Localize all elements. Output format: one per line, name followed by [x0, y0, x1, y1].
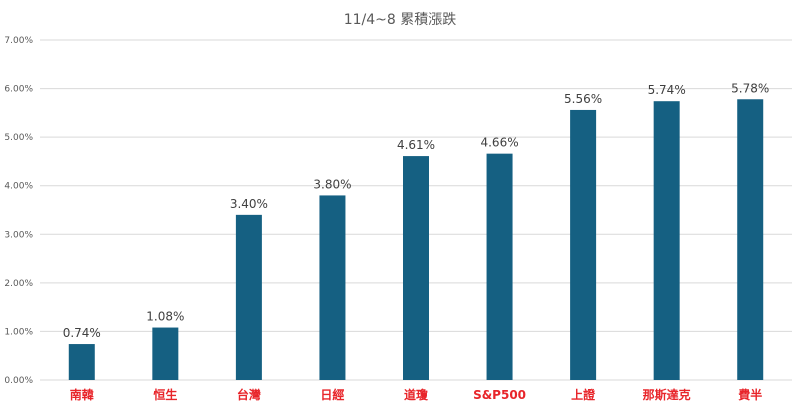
y-tick-label: 4.00% — [4, 182, 33, 192]
y-axis-ticks: 0.00% 1.00% 2.00% 3.00% 4.00% 5.00% 6.00% 7.00% — [4, 36, 33, 386]
category-label: 那斯達克 — [643, 387, 691, 402]
bar — [68, 344, 95, 380]
bar — [570, 109, 597, 380]
data-label: 4.66% — [480, 136, 518, 150]
data-label: 3.40% — [230, 197, 268, 211]
data-label: 0.74% — [63, 326, 101, 340]
category-label: 日經 — [320, 387, 344, 402]
y-tick-label: 6.00% — [4, 85, 33, 95]
bars — [68, 99, 764, 380]
y-tick-label: 7.00% — [4, 36, 33, 46]
y-tick-label: 3.00% — [4, 230, 33, 240]
data-label: 5.74% — [648, 83, 686, 97]
y-tick-label: 2.00% — [4, 279, 33, 289]
data-labels: 0.74% 1.08% 3.40% 3.80% 4.61% 4.66% 5.56% 5.74%… — [63, 81, 770, 340]
data-label: 3.80% — [313, 177, 351, 191]
category-label: 南韓 — [70, 387, 94, 402]
chart-title: 11/4~8 累積漲跌 — [344, 12, 457, 28]
y-tick-label: 1.00% — [4, 327, 33, 337]
x-axis-categories: 南韓 恒生 台灣 日經 道瓊 S&P500 上證 那斯達克 費半 — [70, 387, 762, 402]
category-label: S&P500 — [473, 388, 526, 402]
bar — [486, 153, 513, 380]
bar — [235, 214, 262, 380]
data-label: 5.78% — [731, 81, 769, 95]
bar — [737, 99, 764, 380]
category-label: 道瓊 — [404, 387, 429, 402]
bar — [653, 101, 680, 380]
data-label: 4.61% — [397, 138, 435, 152]
category-label: 費半 — [738, 387, 762, 402]
data-label: 1.08% — [146, 310, 184, 324]
bar — [319, 195, 346, 380]
y-tick-label: 0.00% — [4, 376, 33, 386]
data-label: 5.56% — [564, 92, 602, 106]
category-label: 上證 — [571, 387, 596, 402]
category-label: 恒生 — [153, 387, 177, 402]
y-tick-label: 5.00% — [4, 133, 33, 143]
category-label: 台灣 — [237, 387, 261, 402]
bar — [152, 327, 179, 380]
bar — [403, 156, 429, 380]
